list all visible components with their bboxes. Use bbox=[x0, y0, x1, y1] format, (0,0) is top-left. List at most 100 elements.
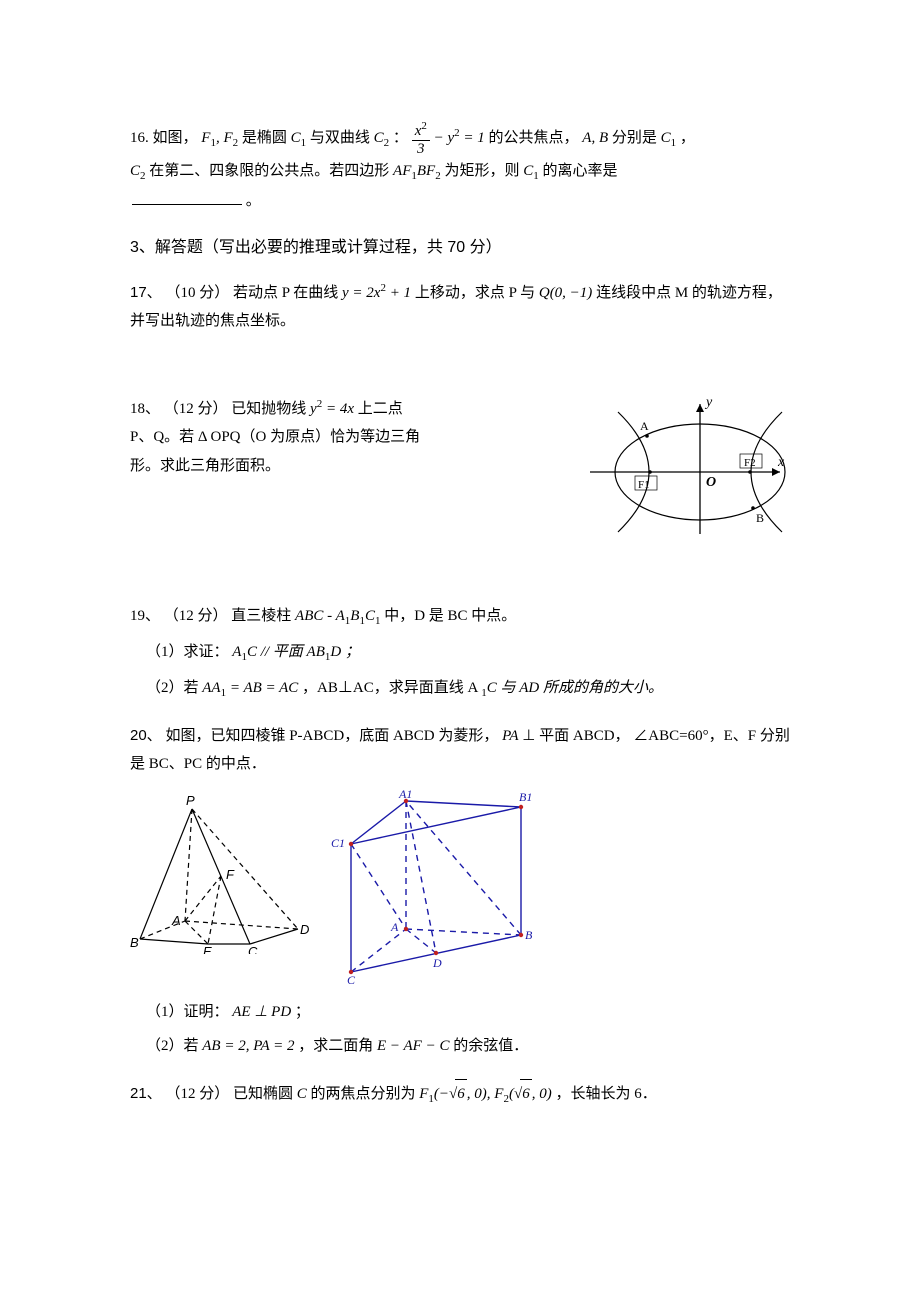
q20-pa: PA bbox=[502, 728, 518, 744]
q21-pts: （12 分） bbox=[165, 1086, 229, 1102]
page-content: 16. 如图， F1, F2 是椭圆 C1 与双曲线 C2 ： x2 3 − y… bbox=[0, 0, 920, 1188]
q16-text-g: 为矩形，则 bbox=[444, 163, 523, 179]
q19-post: 中，D 是 BC 中点。 bbox=[384, 608, 516, 624]
q18-label: 18、 bbox=[130, 401, 160, 417]
q18-line1-post: 上二点 bbox=[358, 401, 403, 417]
q19-part1: （1）求证： A1C // 平面 AB1D ； bbox=[146, 638, 790, 668]
q16-c1c: C1 bbox=[523, 163, 539, 179]
svg-text:A1: A1 bbox=[398, 789, 412, 801]
svg-text:F2: F2 bbox=[744, 457, 756, 469]
q16-frac: x2 3 bbox=[412, 120, 430, 157]
q20-part2: （2）若 AB = 2, PA = 2 ，求二面角 E − AF − C 的余弦… bbox=[146, 1032, 790, 1061]
svg-text:F1: F1 bbox=[638, 479, 650, 491]
spacer bbox=[130, 354, 790, 394]
q20-p2-post: 的余弦值． bbox=[453, 1038, 528, 1054]
q16-c1b: C1 bbox=[661, 130, 677, 146]
q16-c1: C1 bbox=[291, 130, 307, 146]
q20-figures: P A B C D E F bbox=[130, 789, 790, 984]
q16-text-h: 的离心率是 bbox=[542, 163, 617, 179]
q18-line1: 已知抛物线 bbox=[231, 401, 310, 417]
q17-pts: （10 分） bbox=[165, 285, 229, 301]
q16-text-d: 的公共焦点， bbox=[489, 130, 583, 146]
q19-p2-c: 1C 与 AD 所成的角的大小。 bbox=[481, 680, 663, 696]
q19-p2-aa1: AA1 = AB = AC bbox=[202, 680, 302, 696]
q16-c2b: C2 bbox=[130, 163, 146, 179]
q20-p1-body: AE ⊥ PD bbox=[232, 1004, 295, 1020]
q19-p1-label: （1）求证： bbox=[146, 644, 229, 660]
q20-part1: （1）证明： AE ⊥ PD ； bbox=[146, 998, 790, 1027]
q16-label: 16. bbox=[130, 130, 153, 146]
q21-tail: ，长轴长为 6． bbox=[555, 1086, 656, 1102]
q19-p2-b: ，AB⊥AC，求异面直线 A bbox=[302, 680, 477, 696]
q18-diagram: y x O A B F1 F2 bbox=[580, 394, 790, 555]
q16-text-b: 是椭圆 bbox=[242, 130, 291, 146]
svg-text:D: D bbox=[300, 922, 309, 937]
q16-text-a: 如图， bbox=[153, 130, 198, 146]
q19-p1-a1c: A1C // 平面 AB1D ； bbox=[232, 644, 360, 660]
q19-pre: 直三棱柱 bbox=[231, 608, 295, 624]
q18-text-block: 18、 （12 分） 已知抛物线 y2 = 4x 上二点 P、Q。若 Δ OPQ… bbox=[130, 394, 560, 481]
q17-q: Q(0, −1) bbox=[539, 285, 592, 301]
svg-text:P: P bbox=[186, 793, 195, 808]
q20-label: 20、 bbox=[130, 727, 162, 744]
svg-text:D: D bbox=[432, 956, 442, 970]
problem-19: 19、 （12 分） 直三棱柱 ABC - A1B1C1 中，D 是 BC 中点… bbox=[130, 602, 790, 704]
q20-p2-a: AB = 2, PA = 2 bbox=[202, 1038, 294, 1054]
section-3-heading: 3、解答题（写出必要的推理或计算过程，共 70 分） bbox=[130, 233, 790, 263]
q19-part2: （2）若 AA1 = AB = AC ，AB⊥AC，求异面直线 A 1C 与 A… bbox=[130, 674, 790, 704]
svg-text:A: A bbox=[640, 419, 649, 433]
q19-abc: ABC - A1B1C1 bbox=[295, 608, 380, 624]
q17-mid: 上移动，求点 P 与 bbox=[415, 285, 539, 301]
q20-p1-semi: ； bbox=[295, 1004, 310, 1020]
q16-eq-tail: − y2 = 1 bbox=[434, 130, 485, 146]
problem-21: 21、 （12 分） 已知椭圆 C 的两焦点分别为 F1(−6, 0), F2(… bbox=[130, 1079, 790, 1110]
q21-label: 21、 bbox=[130, 1085, 162, 1102]
svg-text:E: E bbox=[203, 944, 212, 954]
q16-text-c: 与双曲线 bbox=[310, 130, 374, 146]
q21-c: C bbox=[297, 1086, 307, 1102]
q17-pre: 若动点 P 在曲线 bbox=[233, 285, 342, 301]
problem-20: 20、 如图，已知四棱锥 P-ABCD，底面 ABCD 为菱形， PA ⊥ 平面… bbox=[130, 722, 790, 1061]
q16-colon: ： bbox=[393, 130, 412, 146]
svg-text:B: B bbox=[525, 928, 533, 942]
q16-rect: AF1BF2 bbox=[393, 163, 441, 179]
q20-perp: ⊥ 平面 ABCD， bbox=[522, 728, 629, 744]
svg-text:C1: C1 bbox=[331, 836, 345, 850]
q21-mid: 的两焦点分别为 bbox=[310, 1086, 419, 1102]
problem-16: 16. 如图， F1, F2 是椭圆 C1 与双曲线 C2 ： x2 3 − y… bbox=[130, 120, 790, 215]
q16-comma: ， bbox=[680, 130, 695, 146]
svg-text:A: A bbox=[390, 920, 399, 934]
q18-line2: P、Q。若 Δ OPQ（O 为原点）恰为等边三角 bbox=[130, 429, 420, 445]
q16-period: 。 bbox=[246, 193, 261, 209]
svg-text:A: A bbox=[171, 913, 181, 928]
q21-pre: 已知椭圆 bbox=[233, 1086, 297, 1102]
q18-pts: （12 分） bbox=[164, 401, 228, 417]
q20-p1-label: （1）证明： bbox=[146, 1004, 229, 1020]
svg-text:B: B bbox=[130, 935, 139, 950]
q16-f1: F1, F2 bbox=[201, 130, 238, 146]
q20-p2-ang: E − AF − C bbox=[377, 1038, 449, 1054]
q18-eq: y2 = 4x bbox=[310, 401, 354, 417]
spacer-2 bbox=[130, 572, 790, 602]
q17-label: 17、 bbox=[130, 284, 162, 301]
q20-fig2: A1 B1 C1 A B C D bbox=[321, 789, 536, 984]
q16-c2: C2 bbox=[374, 130, 390, 146]
svg-text:y: y bbox=[704, 395, 713, 410]
problem-18: 18、 （12 分） 已知抛物线 y2 = 4x 上二点 P、Q。若 Δ OPQ… bbox=[130, 394, 790, 555]
svg-text:O: O bbox=[706, 475, 716, 490]
q19-pts: （12 分） bbox=[164, 608, 228, 624]
q18-line3: 形。求此三角形面积。 bbox=[130, 458, 280, 474]
q20-p2-label: （2）若 bbox=[146, 1038, 202, 1054]
svg-text:C: C bbox=[248, 944, 258, 954]
q19-label: 19、 bbox=[130, 608, 160, 624]
svg-text:B1: B1 bbox=[519, 790, 532, 804]
q17-eq: y = 2x2 + 1 bbox=[342, 285, 411, 301]
svg-text:B: B bbox=[756, 511, 764, 525]
q20-line1: 如图，已知四棱锥 P-ABCD，底面 ABCD 为菱形， bbox=[165, 728, 498, 744]
problem-17: 17、 （10 分） 若动点 P 在曲线 y = 2x2 + 1 上移动，求点 … bbox=[130, 278, 790, 336]
q21-f1: F1(−6, 0), F2(6, 0) bbox=[419, 1086, 555, 1102]
q16-ab: A, B bbox=[582, 130, 608, 146]
q16-text-f: 在第二、四象限的公共点。若四边形 bbox=[149, 163, 393, 179]
q20-fig1: P A B C D E F bbox=[130, 789, 315, 954]
svg-text:F: F bbox=[226, 867, 235, 882]
